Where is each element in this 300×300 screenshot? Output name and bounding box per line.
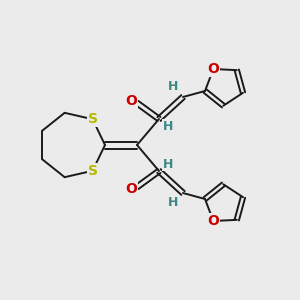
- Text: H: H: [168, 196, 178, 209]
- Text: S: S: [88, 112, 98, 126]
- Text: O: O: [207, 214, 219, 228]
- Text: H: H: [163, 158, 173, 170]
- Text: S: S: [88, 164, 98, 178]
- Text: O: O: [207, 62, 219, 76]
- Text: H: H: [163, 119, 173, 133]
- Text: H: H: [168, 80, 178, 94]
- Text: O: O: [125, 182, 137, 196]
- Text: O: O: [125, 94, 137, 108]
